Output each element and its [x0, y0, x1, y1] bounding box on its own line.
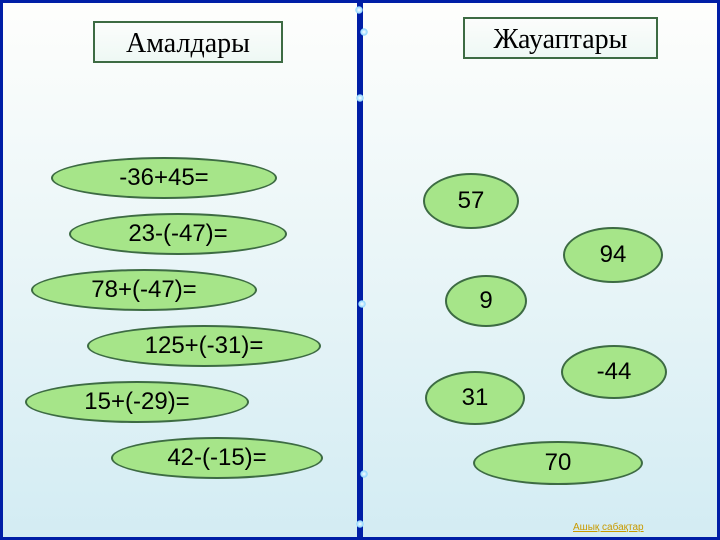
operation-ellipse-0: -36+45=: [51, 157, 277, 199]
answer-ellipse-3-label: -44: [597, 358, 632, 386]
operation-ellipse-0-label: -36+45=: [119, 164, 208, 192]
operation-ellipse-4: 15+(-29)=: [25, 381, 249, 423]
footer-link[interactable]: Ашық сабақтар: [573, 522, 644, 533]
operation-ellipse-5: 42-(-15)=: [111, 437, 323, 479]
operation-ellipse-1: 23-(-47)=: [69, 213, 287, 255]
answer-ellipse-1: 94: [563, 227, 663, 283]
heading-answers: Жауаптары: [463, 17, 658, 59]
operation-ellipse-1-label: 23-(-47)=: [128, 220, 227, 248]
answer-ellipse-0: 57: [423, 173, 519, 229]
answer-ellipse-2: 9: [445, 275, 527, 327]
heading-operations-text: Амалдары: [126, 28, 250, 59]
answer-ellipse-5-label: 70: [545, 449, 572, 477]
panel-answers: Жауаптары 57 94 9 -44 31 70 Ашық сабақтар: [360, 0, 720, 540]
answer-ellipse-4-label: 31: [462, 384, 489, 412]
answer-ellipse-1-label: 94: [600, 241, 627, 269]
slide: Амалдары -36+45= 23-(-47)= 78+(-47)= 125+(-…: [0, 0, 720, 540]
operation-ellipse-3: 125+(-31)=: [87, 325, 321, 367]
answer-ellipse-4: 31: [425, 371, 525, 425]
operation-ellipse-4-label: 15+(-29)=: [84, 388, 189, 416]
operation-ellipse-5-label: 42-(-15)=: [167, 444, 266, 472]
answer-ellipse-2-label: 9: [479, 287, 492, 315]
heading-operations: Амалдары: [93, 21, 283, 63]
answer-ellipse-3: -44: [561, 345, 667, 399]
operation-ellipse-3-label: 125+(-31)=: [145, 332, 264, 360]
operation-ellipse-2: 78+(-47)=: [31, 269, 257, 311]
heading-answers-text: Жауаптары: [494, 24, 628, 55]
answer-ellipse-0-label: 57: [458, 187, 485, 215]
operation-ellipse-2-label: 78+(-47)=: [91, 276, 196, 304]
panel-operations: Амалдары -36+45= 23-(-47)= 78+(-47)= 125+(-…: [0, 0, 360, 540]
answer-ellipse-5: 70: [473, 441, 643, 485]
footer-link-text: Ашық сабақтар: [573, 522, 644, 533]
